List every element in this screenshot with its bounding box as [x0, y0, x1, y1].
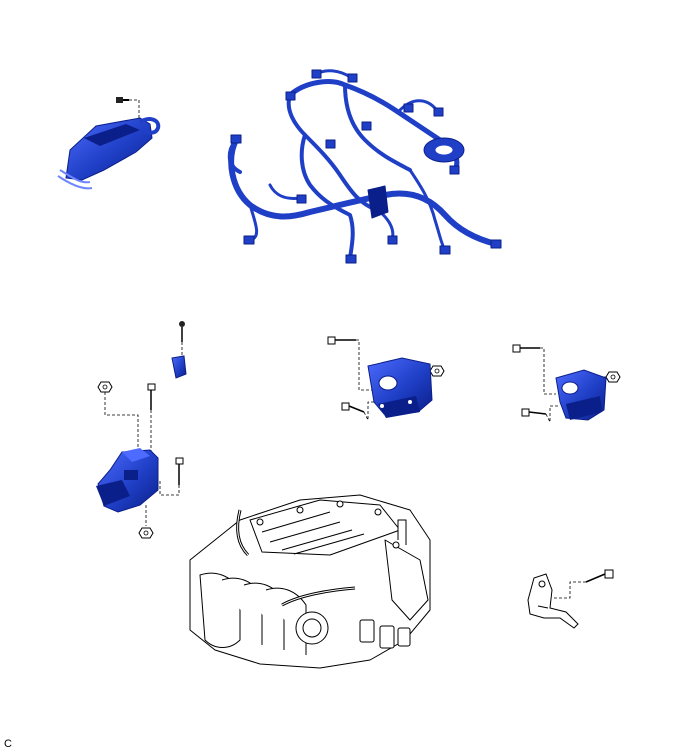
nut-icon	[429, 365, 445, 377]
bolt-icon	[585, 569, 614, 583]
nut-icon	[605, 371, 621, 383]
bolt-icon	[521, 408, 547, 417]
bolt-icon	[175, 457, 184, 485]
figure-id-label: C	[4, 738, 12, 750]
nut-icon	[138, 527, 154, 539]
bolt-icon	[147, 383, 156, 410]
bolt-icon	[116, 97, 129, 103]
bolt-icon	[179, 321, 185, 342]
bolt-icon	[341, 402, 365, 413]
bolt-icon	[327, 336, 356, 345]
engine-hanger-bracket[interactable]	[527, 569, 614, 629]
engine-assembly[interactable]	[189, 494, 431, 669]
engine-mounting-insulator-lh[interactable]	[512, 344, 621, 423]
engine-mounting-insulator-front[interactable]	[96, 321, 187, 539]
engine-wire-harness[interactable]	[227, 69, 502, 264]
engine-mounting-insulator-rh[interactable]	[327, 336, 445, 421]
nut-icon	[97, 381, 113, 393]
ecm-bracket[interactable]	[57, 97, 161, 190]
bolt-icon	[512, 344, 540, 353]
